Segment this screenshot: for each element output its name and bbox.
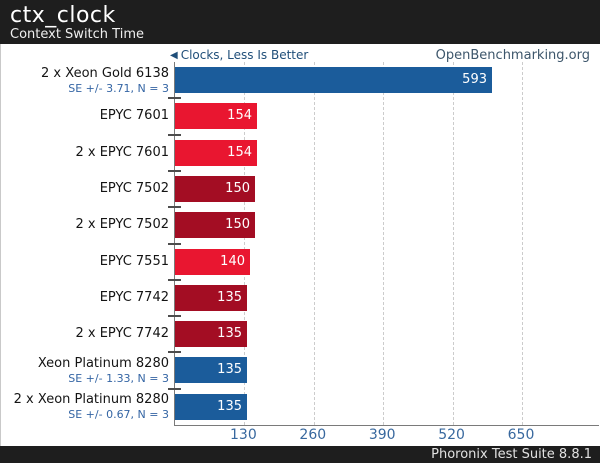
category-label: 2 x EPYC 7742	[75, 326, 169, 342]
category-label-group: 2 x EPYC 7601	[1, 135, 169, 171]
y-axis-separator-tick	[168, 242, 181, 245]
bar-value-label: 135	[217, 289, 242, 305]
result-bar: 135	[175, 321, 247, 348]
y-axis-separator-tick	[168, 278, 181, 281]
result-bar: 135	[175, 357, 247, 384]
category-label-group: EPYC 7551	[1, 244, 169, 280]
result-bar: 150	[175, 175, 255, 202]
page-subtitle: Context Switch Time	[10, 27, 144, 42]
category-label: 2 x EPYC 7502	[75, 217, 169, 233]
category-label-group: 2 x EPYC 7742	[1, 316, 169, 352]
category-label: Xeon Platinum 8280	[37, 356, 169, 372]
gridline	[383, 62, 385, 425]
less-is-better-note: ◀ Clocks, Less Is Better	[170, 48, 308, 62]
category-label-group: EPYC 7502	[1, 171, 169, 207]
gridline	[522, 62, 523, 425]
x-tick-label: 390	[368, 427, 396, 443]
category-label-group: Xeon Platinum 8280 SE +/- 1.33, N = 3	[1, 352, 169, 388]
category-label: 2 x Xeon Gold 6138	[41, 65, 169, 81]
y-axis-separator-tick	[168, 133, 181, 136]
bar-value-label: 140	[220, 253, 245, 269]
category-label: EPYC 7742	[99, 289, 169, 305]
chart-header: ctx_clock Context Switch Time	[0, 0, 600, 44]
category-label-group: EPYC 7742	[1, 280, 169, 316]
result-bar: 135	[175, 393, 247, 420]
left-arrow-icon: ◀	[170, 49, 178, 61]
y-axis-separator-tick	[168, 351, 181, 354]
category-label-group: 2 x Xeon Gold 6138 SE +/- 3.71, N = 3	[1, 62, 169, 98]
category-label-group: 2 x Xeon Platinum 8280 SE +/- 0.67, N = 3	[1, 389, 169, 425]
gridline	[244, 62, 246, 425]
y-axis-separator-tick	[168, 169, 181, 172]
y-axis-separator-tick	[168, 387, 181, 390]
chart-area: ◀ Clocks, Less Is Better OpenBenchmarkin…	[0, 44, 600, 446]
category-label: EPYC 7551	[99, 253, 169, 269]
gridline	[313, 62, 315, 425]
category-label: 2 x Xeon Platinum 8280	[13, 392, 169, 408]
category-label-group: EPYC 7601	[1, 98, 169, 134]
gridline	[452, 62, 454, 425]
result-bar: 593	[175, 67, 492, 93]
bar-value-label: 135	[217, 362, 242, 378]
less-is-better-label: Clocks, Less Is Better	[180, 48, 309, 62]
result-bar: 135	[175, 284, 247, 311]
result-bar: 154	[175, 103, 257, 130]
standard-error-note: SE +/- 1.33, N = 3	[68, 372, 169, 386]
pts-version-label: Phoronix Test Suite 8.8.1	[431, 447, 592, 462]
bar-value-label: 154	[227, 144, 252, 160]
result-bar: 154	[175, 139, 257, 166]
y-axis-separator-tick	[168, 97, 181, 100]
x-tick-label: 650	[507, 427, 535, 443]
result-bar: 140	[175, 248, 250, 275]
x-axis: 130 260 390 520 650	[174, 427, 598, 445]
bar-value-label: 150	[225, 217, 250, 233]
category-label: 2 x EPYC 7601	[75, 144, 169, 160]
category-label-group: 2 x EPYC 7502	[1, 207, 169, 243]
y-axis-separator-tick	[168, 206, 181, 209]
bar-value-label: 135	[217, 326, 242, 342]
bar-value-label: 154	[227, 108, 252, 124]
result-bar: 150	[175, 212, 255, 239]
plot-area: 593 154 154 150 150 140 135 135 135 135	[168, 62, 599, 426]
x-tick-label: 260	[299, 427, 327, 443]
standard-error-note: SE +/- 3.71, N = 3	[68, 81, 169, 95]
category-label: EPYC 7601	[99, 108, 169, 124]
openbenchmarking-link[interactable]: OpenBenchmarking.org	[435, 48, 590, 63]
chart-footer: Phoronix Test Suite 8.8.1	[0, 446, 600, 463]
page-title: ctx_clock	[10, 3, 116, 28]
bar-value-label: 150	[225, 180, 250, 196]
x-tick-label: 520	[438, 427, 465, 443]
y-axis-labels: 2 x Xeon Gold 6138 SE +/- 3.71, N = 3 EPYC…	[1, 62, 169, 425]
standard-error-note: SE +/- 0.67, N = 3	[68, 408, 169, 422]
category-label: EPYC 7502	[99, 181, 169, 197]
y-axis-separator-tick	[168, 315, 181, 318]
bar-value-label: 593	[462, 72, 487, 87]
bar-value-label: 135	[217, 398, 242, 414]
x-tick-label: 130	[230, 427, 257, 443]
